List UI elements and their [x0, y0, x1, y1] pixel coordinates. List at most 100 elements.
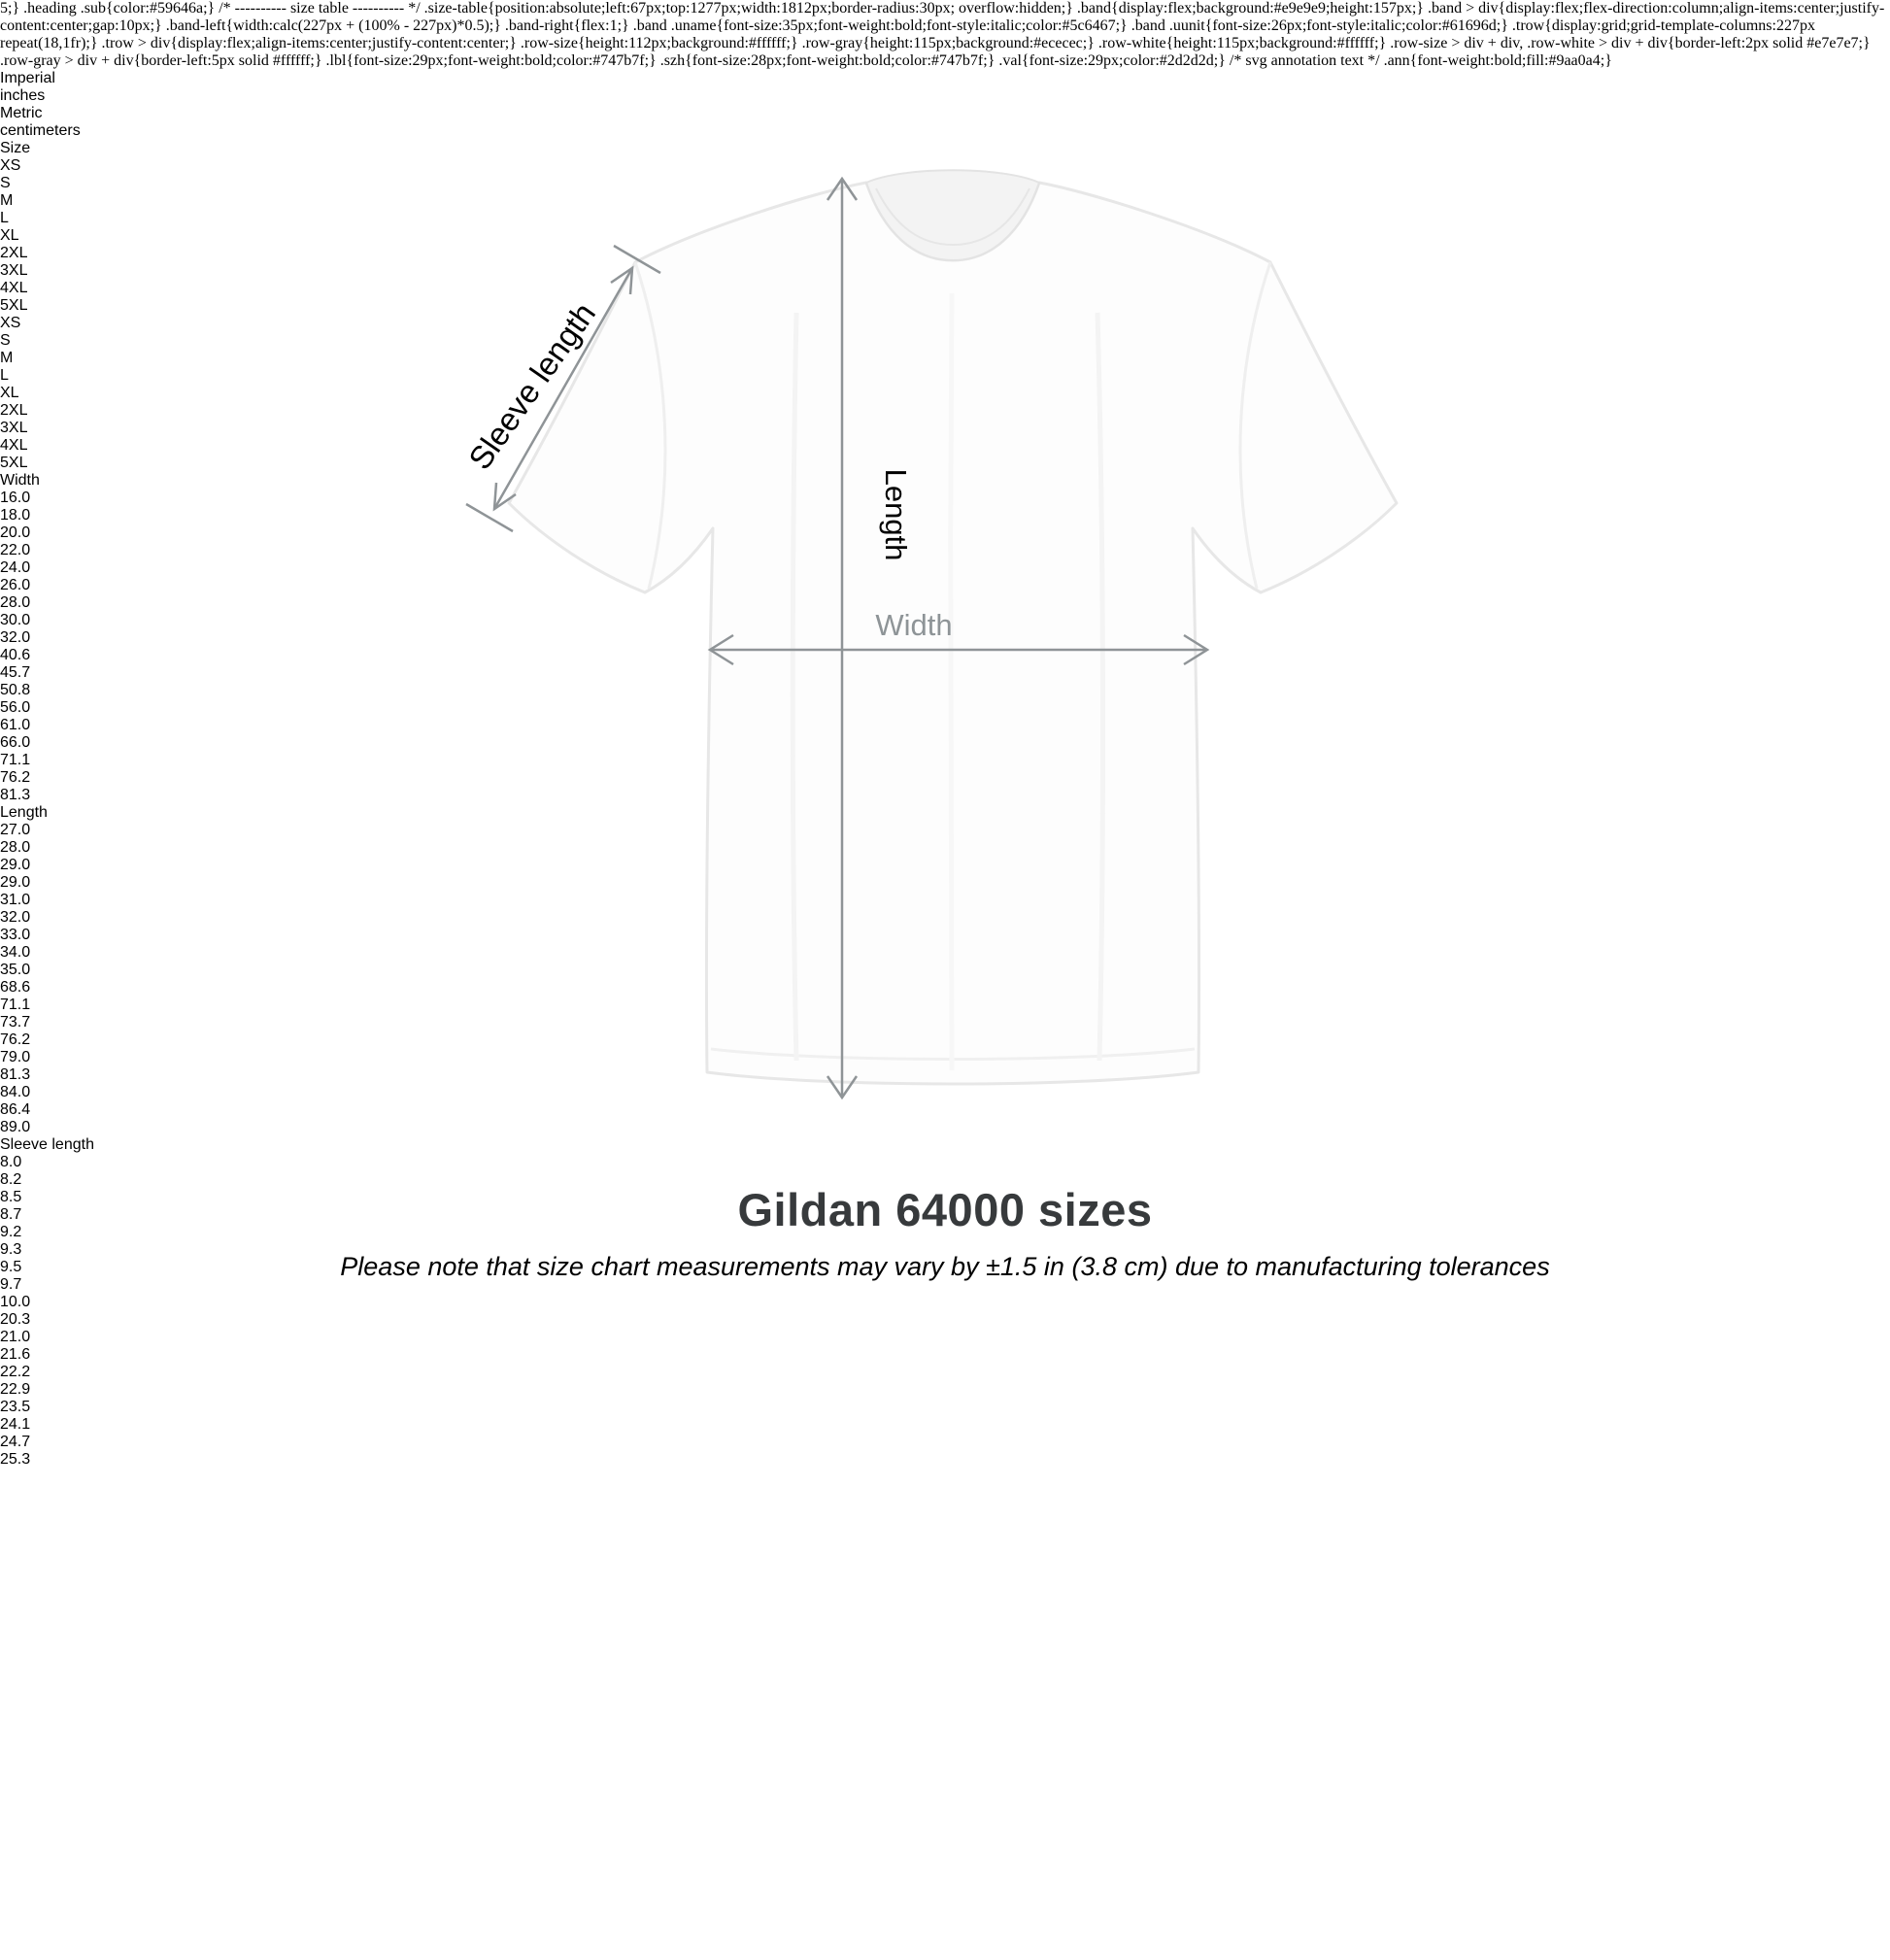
value-cell: 20.0 — [0, 524, 31, 541]
value-cell: 61.0 — [0, 717, 31, 733]
value-cell: 84.0 — [0, 1084, 31, 1100]
value-cell: 8.2 — [0, 1171, 22, 1188]
value-cell: 26.0 — [0, 577, 31, 593]
value-cell: 22.0 — [0, 542, 31, 558]
value-cell: 40.6 — [0, 647, 31, 663]
size-header-cell: M — [0, 192, 14, 209]
value-cell: 23.5 — [0, 1399, 31, 1415]
value-cell: 22.9 — [0, 1381, 31, 1398]
size-chart-table: Imperial inches Metric centimeters Size X… — [0, 70, 1890, 1469]
size-chart-page: Sleeve length Length Width Gildan 64000 … — [0, 70, 1890, 1960]
value-cell: 9.2 — [0, 1224, 22, 1240]
value-cell: 68.6 — [0, 979, 31, 996]
size-header-cell: XL — [0, 385, 19, 401]
size-header-cell: L — [0, 210, 9, 226]
value-cell: 56.0 — [0, 699, 31, 716]
size-header-cell: 4XL — [0, 437, 28, 454]
unit-header-band: Imperial inches Metric centimeters — [0, 70, 1890, 140]
value-cell: 79.0 — [0, 1049, 31, 1065]
size-header-cell: XS — [0, 157, 21, 174]
width-label: Width — [875, 608, 952, 642]
width-arrow — [707, 633, 1210, 666]
value-cell: 28.0 — [0, 594, 31, 611]
value-cell: 35.0 — [0, 962, 31, 978]
length-arrow — [826, 176, 859, 1100]
metric-header: Metric centimeters — [0, 105, 1890, 140]
size-header-cell: XS — [0, 315, 21, 331]
page-title: Gildan 64000 sizes — [737, 1184, 1153, 1235]
metric-unit: centimeters — [0, 122, 81, 139]
size-header-cell: 5XL — [0, 455, 28, 471]
value-cell: 50.8 — [0, 682, 31, 698]
value-cell: 29.0 — [0, 874, 31, 891]
value-cell: 18.0 — [0, 507, 31, 524]
size-header-cell: 2XL — [0, 402, 28, 419]
value-cell: 89.0 — [0, 1119, 31, 1135]
size-header-cell: 4XL — [0, 280, 28, 296]
value-cell: 22.2 — [0, 1364, 31, 1380]
size-header-cell: 3XL — [0, 262, 28, 279]
size-table-grid: Size XS S M L XL 2XL 3XL 4XL 5XL XS S M L XL 2XL 3XL 4XL 5… — [0, 140, 1890, 1469]
value-cell: 32.0 — [0, 909, 31, 926]
value-cell: 20.3 — [0, 1311, 31, 1328]
value-cell: 33.0 — [0, 927, 31, 943]
tolerance-note: Please note that size chart measurements… — [340, 1252, 1550, 1281]
table-row: Length 27.0 28.0 29.0 29.0 31.0 32.0 33.0 34.0 35… — [0, 804, 1890, 1136]
value-cell: 9.3 — [0, 1241, 22, 1258]
sleeve-length-arrow — [465, 244, 661, 533]
value-cell: 9.5 — [0, 1259, 22, 1275]
metric-title: Metric — [0, 105, 43, 121]
value-cell: 16.0 — [0, 490, 31, 506]
size-header-cell: 3XL — [0, 420, 28, 436]
size-column-header: Size — [0, 140, 31, 156]
value-cell: 8.0 — [0, 1154, 22, 1170]
size-header-cell: L — [0, 367, 9, 384]
value-cell: 73.7 — [0, 1014, 31, 1031]
size-header-cell: M — [0, 350, 14, 366]
length-label: Length — [879, 469, 913, 561]
table-row: Size XS S M L XL 2XL 3XL 4XL 5XL XS S M L XL 2XL 3XL 4XL 5… — [0, 140, 1890, 472]
value-cell: 32.0 — [0, 629, 31, 646]
table-row: Width 16.0 18.0 20.0 22.0 24.0 26.0 28.0 30.0 32.… — [0, 472, 1890, 804]
value-cell: 10.0 — [0, 1294, 31, 1310]
value-cell: 27.0 — [0, 822, 31, 838]
value-cell: 86.4 — [0, 1101, 31, 1118]
value-cell: 29.0 — [0, 857, 31, 873]
imperial-title: Imperial — [0, 70, 55, 86]
value-cell: 76.2 — [0, 769, 31, 786]
size-header-cell: 5XL — [0, 297, 28, 314]
tshirt-illustration — [507, 169, 1399, 1086]
size-header-cell: XL — [0, 227, 19, 244]
value-cell: 28.0 — [0, 839, 31, 856]
value-cell: 24.0 — [0, 559, 31, 576]
row-label: Length — [0, 804, 48, 821]
value-cell: 45.7 — [0, 664, 31, 681]
value-cell: 81.3 — [0, 1066, 31, 1083]
value-cell: 9.7 — [0, 1276, 22, 1293]
imperial-header: Imperial inches — [0, 70, 1890, 105]
value-cell: 8.5 — [0, 1189, 22, 1205]
size-header-cell: 2XL — [0, 245, 28, 261]
value-cell: 30.0 — [0, 612, 31, 628]
heading-block: Gildan 64000 sizes Please note that size… — [0, 1183, 1890, 1282]
value-cell: 34.0 — [0, 944, 31, 961]
value-cell: 81.3 — [0, 787, 31, 803]
tshirt-diagram: Sleeve length Length Width — [461, 169, 1399, 1100]
value-cell: 25.3 — [0, 1451, 31, 1468]
value-cell: 24.1 — [0, 1416, 31, 1433]
row-label: Width — [0, 472, 40, 489]
value-cell: 71.1 — [0, 997, 31, 1013]
value-cell: 21.0 — [0, 1329, 31, 1345]
value-cell: 21.6 — [0, 1346, 31, 1363]
value-cell: 66.0 — [0, 734, 31, 751]
value-cell: 31.0 — [0, 892, 31, 908]
value-cell: 71.1 — [0, 752, 31, 768]
size-header-cell: S — [0, 332, 11, 349]
value-cell: 76.2 — [0, 1031, 31, 1048]
value-cell: 8.7 — [0, 1206, 22, 1223]
table-row: Sleeve length 8.0 8.2 8.5 8.7 9.2 9.3 9.5 9.7 10.… — [0, 1136, 1890, 1469]
imperial-unit: inches — [0, 87, 46, 104]
row-label: Sleeve length — [0, 1136, 94, 1153]
size-header-cell: S — [0, 175, 11, 191]
value-cell: 24.7 — [0, 1434, 31, 1450]
